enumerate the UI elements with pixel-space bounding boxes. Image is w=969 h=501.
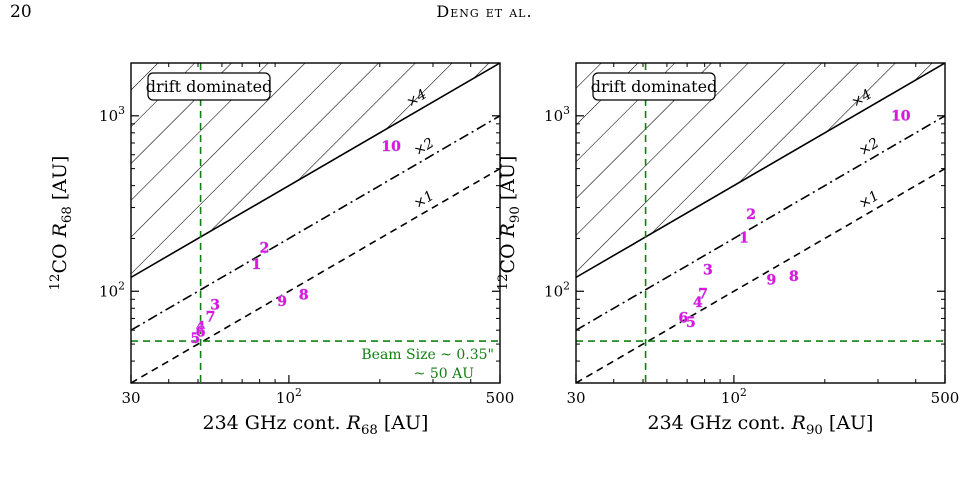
left-ratio-line-x2 — [131, 115, 500, 331]
left-data-point-3: 3 — [210, 298, 220, 314]
left-plot-area — [131, 63, 500, 383]
left-data-point-10: 10 — [381, 139, 401, 155]
left-x-tick-label: 30 — [121, 389, 140, 407]
left-beam-label: Beam Size ~ 0.35" — [361, 347, 494, 363]
left-data-point-6: 6 — [196, 324, 206, 340]
page-number: 20 — [10, 2, 32, 22]
left-data-point-7: 7 — [206, 309, 216, 325]
right-data-point-10: 10 — [891, 108, 911, 124]
right-drift-box: drift dominated — [591, 72, 718, 101]
left-ratio-label-x2: ×2 — [411, 135, 437, 160]
left-data-point-1: 1 — [251, 257, 261, 273]
left-data-point-9: 9 — [277, 294, 287, 310]
left-y-tick-label: 102​ — [99, 279, 125, 300]
right-data-point-4: 4 — [693, 295, 703, 311]
right-x-axis-label: 234 GHz cont. R90​ [AU] — [648, 412, 874, 438]
left-ratio-line-x4 — [131, 63, 500, 279]
right-x-tick-label: 30 — [566, 389, 585, 407]
left-plot-frame — [130, 62, 501, 384]
left-drift-box: drift dominated — [146, 72, 273, 101]
right-plot-frame — [575, 62, 946, 384]
right-data-point-8: 8 — [789, 269, 799, 285]
right-data-point-7: 7 — [698, 287, 708, 303]
running-head: Deng et al. — [436, 2, 533, 21]
right-x-tick-label: 500 — [931, 389, 960, 407]
right-ratio-line-x2 — [576, 115, 945, 331]
right-data-point-5: 5 — [686, 315, 696, 331]
left-beam-au-label: ~ 50 AU — [414, 366, 475, 382]
right-data-point-1: 1 — [739, 230, 749, 246]
right-data-point-9: 9 — [766, 272, 776, 288]
left-drift-label: drift dominated — [146, 77, 273, 96]
right-ratio-label-x2: ×2 — [856, 135, 882, 160]
right-plot-area — [576, 63, 945, 383]
right-x-tick-label: 102​ — [721, 386, 747, 407]
left-data-point-4: 4 — [196, 319, 206, 335]
left-data-point-2: 2 — [260, 240, 270, 256]
right-data-point-6: 6 — [678, 310, 688, 326]
left-data-point-5: 5 — [190, 331, 200, 347]
left-ratio-label-x1: ×1 — [411, 188, 437, 213]
left-x-tick-label: 500 — [486, 389, 515, 407]
right-y-tick-label: 102​ — [544, 279, 570, 300]
left-y-tick-label: 103​ — [99, 104, 125, 125]
right-y-axis-label: 12CO R90​ [AU] — [496, 156, 523, 291]
left-x-tick-label: 102​ — [276, 386, 302, 407]
right-data-point-2: 2 — [746, 207, 756, 223]
left-x-axis-label: 234 GHz cont. R68​ [AU] — [203, 412, 429, 438]
right-y-tick-label: 103​ — [544, 104, 570, 125]
right-ratio-line-x4 — [576, 63, 945, 279]
right-drift-label: drift dominated — [591, 77, 718, 96]
left-data-point-8: 8 — [299, 287, 309, 303]
left-y-axis-label: 12CO R68​ [AU] — [48, 156, 75, 291]
right-data-point-3: 3 — [703, 263, 713, 279]
right-ratio-label-x1: ×1 — [856, 188, 882, 213]
